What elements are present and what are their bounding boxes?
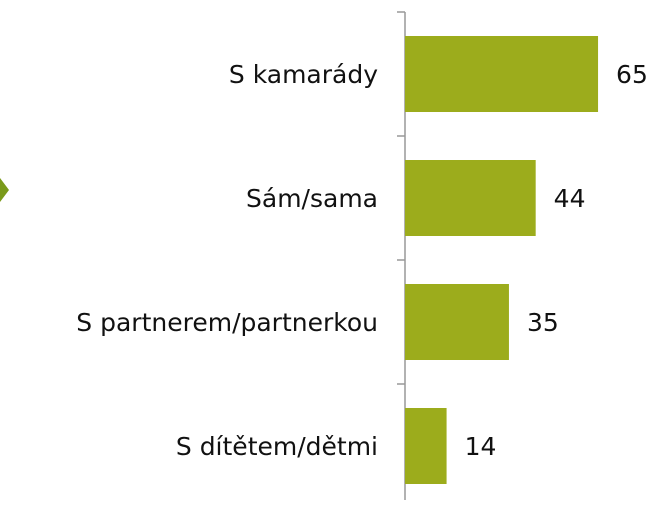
- bar: [405, 284, 509, 360]
- decor-arrow: [0, 178, 9, 202]
- bar: [405, 408, 447, 484]
- bar: [405, 36, 599, 112]
- value-label: 65: [616, 60, 648, 89]
- bar: [405, 160, 536, 236]
- value-label: 44: [554, 184, 586, 213]
- value-label: 14: [465, 432, 497, 461]
- category-label: S kamarády: [229, 60, 378, 89]
- category-label: S partnerem/partnerkou: [76, 308, 378, 337]
- value-label: 35: [527, 308, 559, 337]
- category-label: S dítětem/dětmi: [176, 432, 378, 461]
- category-label: Sám/sama: [246, 184, 378, 213]
